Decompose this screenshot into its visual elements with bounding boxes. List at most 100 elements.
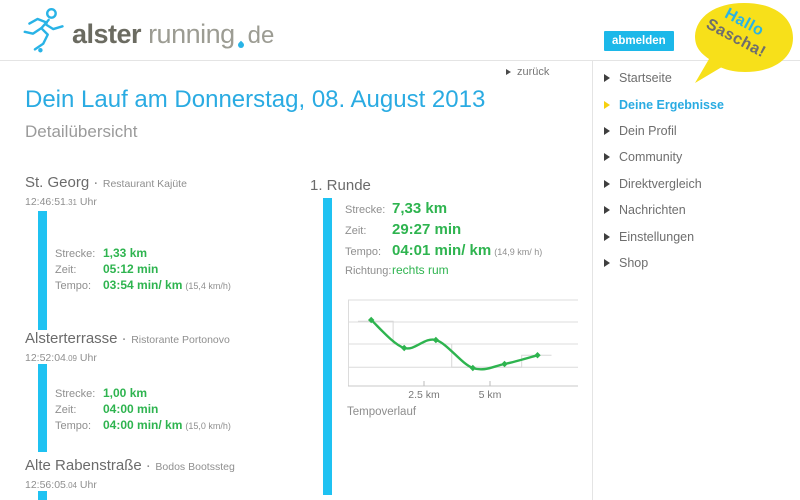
sidebar-item-label: Direktvergleich xyxy=(619,176,702,191)
checkpoint-1-stats: Strecke: 1,33 km Zeit: 05:12 min Tempo: … xyxy=(55,246,231,294)
stat-value-time: 04:00 min xyxy=(103,402,159,416)
time-fraction: .09 xyxy=(65,354,77,363)
stat-label: Richtung: xyxy=(345,265,392,277)
stat-row: Strecke: 1,33 km xyxy=(55,246,231,262)
round-title: 1. Runde xyxy=(310,177,371,194)
page-subtitle: Detailübersicht xyxy=(25,122,138,141)
sidebar-item-label: Einstellungen xyxy=(619,229,695,244)
stat-value-pace: 03:54 min/ km xyxy=(103,278,183,292)
stat-note-speed: (14,9 km/ h) xyxy=(494,247,543,257)
stat-row: Tempo: 04:01 min/ km (14,9 km/ h) xyxy=(345,242,542,263)
time-unit: Uhr xyxy=(79,352,97,364)
page-title: Dein Lauf am Donnerstag, 08. August 2013 xyxy=(25,86,486,113)
stat-note-speed: (15,0 km/h) xyxy=(185,421,231,431)
checkpoint-1-heading: St. Georg · Restaurant Kajüte xyxy=(25,174,187,191)
menu-arrow-icon xyxy=(604,153,610,162)
dot-separator: · xyxy=(94,178,98,190)
stat-row: Richtung: rechts rum xyxy=(345,263,542,284)
stat-value-distance: 7,33 km xyxy=(392,200,448,217)
stat-note-speed: (15,4 km/h) xyxy=(185,281,231,291)
sidebar-item-nachrichten[interactable]: Nachrichten xyxy=(604,197,794,223)
chart-caption: Tempoverlauf xyxy=(347,406,417,418)
sidebar-divider xyxy=(592,60,593,500)
dot-separator: · xyxy=(146,461,151,473)
sidebar-item-community[interactable]: Community xyxy=(604,144,794,170)
checkpoint-3-time: 12:56:05.04 Uhr xyxy=(25,479,97,491)
speech-bubble-shape xyxy=(695,3,793,83)
site-logo[interactable]: alster running de xyxy=(22,6,274,54)
sidebar-item-deine-ergebnisse[interactable]: Deine Ergebnisse xyxy=(604,91,794,117)
brand-wordmark: alster running de xyxy=(72,19,274,54)
sidebar-item-label: Deine Ergebnisse xyxy=(619,97,724,112)
round-bar xyxy=(323,198,332,495)
stat-row: Strecke: 1,00 km xyxy=(55,386,231,402)
sidebar-item-label: Community xyxy=(619,150,683,165)
x-tick-label: 2.5 km xyxy=(408,389,440,401)
menu-arrow-icon xyxy=(604,179,610,188)
checkpoint-name: Alsterterrasse xyxy=(25,330,118,347)
droplet-icon xyxy=(236,40,245,50)
logout-button[interactable]: abmelden xyxy=(604,31,674,51)
dot-separator: · xyxy=(122,334,127,346)
stat-value-distance: 1,33 km xyxy=(103,246,148,260)
checkpoint-1-time: 12:46:51.31 Uhr xyxy=(25,196,97,208)
lap-bar xyxy=(38,364,47,452)
stat-label: Tempo: xyxy=(55,280,92,292)
header-divider xyxy=(0,60,800,61)
checkpoint-2-heading: Alsterterrasse · Ristorante Portonovo xyxy=(25,330,230,347)
sidebar-item-dein-profil[interactable]: Dein Profil xyxy=(604,118,794,144)
stat-label: Strecke: xyxy=(55,388,96,400)
time-value: 12:46:51 xyxy=(25,196,66,208)
stat-label: Tempo: xyxy=(55,420,92,432)
tempo-chart: 2.5 km 5 km xyxy=(348,299,578,401)
droplet-icon xyxy=(38,48,43,53)
brand-bold: alster xyxy=(72,19,142,49)
checkpoint-2-time: 12:52:04.09 Uhr xyxy=(25,352,97,364)
stat-row: Zeit: 29:27 min xyxy=(345,221,542,242)
stat-label: Zeit: xyxy=(55,264,77,276)
stat-value-time: 05:12 min xyxy=(103,262,159,276)
stat-value-direction: rechts rum xyxy=(392,263,449,277)
time-fraction: .04 xyxy=(65,481,77,490)
stat-row: Zeit: 05:12 min xyxy=(55,262,231,278)
stat-value-distance: 1,00 km xyxy=(103,386,148,400)
stat-value-pace: 04:01 min/ km xyxy=(392,242,492,259)
x-tick-label: 5 km xyxy=(479,389,502,401)
stat-label: Strecke: xyxy=(55,248,96,260)
stat-label: Tempo: xyxy=(345,246,382,258)
back-link[interactable]: zurück xyxy=(506,66,549,78)
sidebar-menu: Startseite Deine Ergebnisse Dein Profil … xyxy=(604,65,794,276)
time-value: 12:56:05 xyxy=(25,479,66,491)
menu-arrow-icon xyxy=(604,232,610,241)
lap-bar xyxy=(38,211,47,330)
brand-light: running xyxy=(148,19,235,49)
stat-label: Zeit: xyxy=(345,225,367,237)
checkpoint-2-stats: Strecke: 1,00 km Zeit: 04:00 min Tempo: … xyxy=(55,386,231,434)
time-unit: Uhr xyxy=(79,479,97,491)
menu-arrow-icon xyxy=(604,100,610,109)
stat-value-pace: 04:00 min/ km xyxy=(103,418,183,432)
sidebar-item-label: Nachrichten xyxy=(619,203,686,218)
stat-row: Zeit: 04:00 min xyxy=(55,402,231,418)
sidebar-item-direktvergleich[interactable]: Direktvergleich xyxy=(604,171,794,197)
stat-value-time: 29:27 min xyxy=(392,221,462,238)
checkpoint-name: St. Georg xyxy=(25,174,90,191)
back-label: zurück xyxy=(517,66,550,78)
checkpoint-name: Alte Rabenstraße xyxy=(25,457,142,474)
sidebar-item-label: Shop xyxy=(619,255,649,270)
sidebar-item-einstellungen[interactable]: Einstellungen xyxy=(604,223,794,249)
round-stats: Strecke: 7,33 km Zeit: 29:27 min Tempo: … xyxy=(345,200,542,284)
stat-row: Tempo: 03:54 min/ km (15,4 km/h) xyxy=(55,278,231,294)
time-value: 12:52:04 xyxy=(25,352,66,364)
sidebar-item-startseite[interactable]: Startseite xyxy=(604,65,794,91)
checkpoint-venue: Bodos Bootssteg xyxy=(155,461,235,473)
sidebar-item-label: Dein Profil xyxy=(619,123,677,138)
time-unit: Uhr xyxy=(79,196,97,208)
time-fraction: .31 xyxy=(65,198,77,207)
runner-icon xyxy=(23,8,64,53)
menu-arrow-icon xyxy=(604,126,610,135)
sidebar-item-shop[interactable]: Shop xyxy=(604,250,794,276)
stat-row: Strecke: 7,33 km xyxy=(345,200,542,221)
menu-arrow-icon xyxy=(604,206,610,215)
